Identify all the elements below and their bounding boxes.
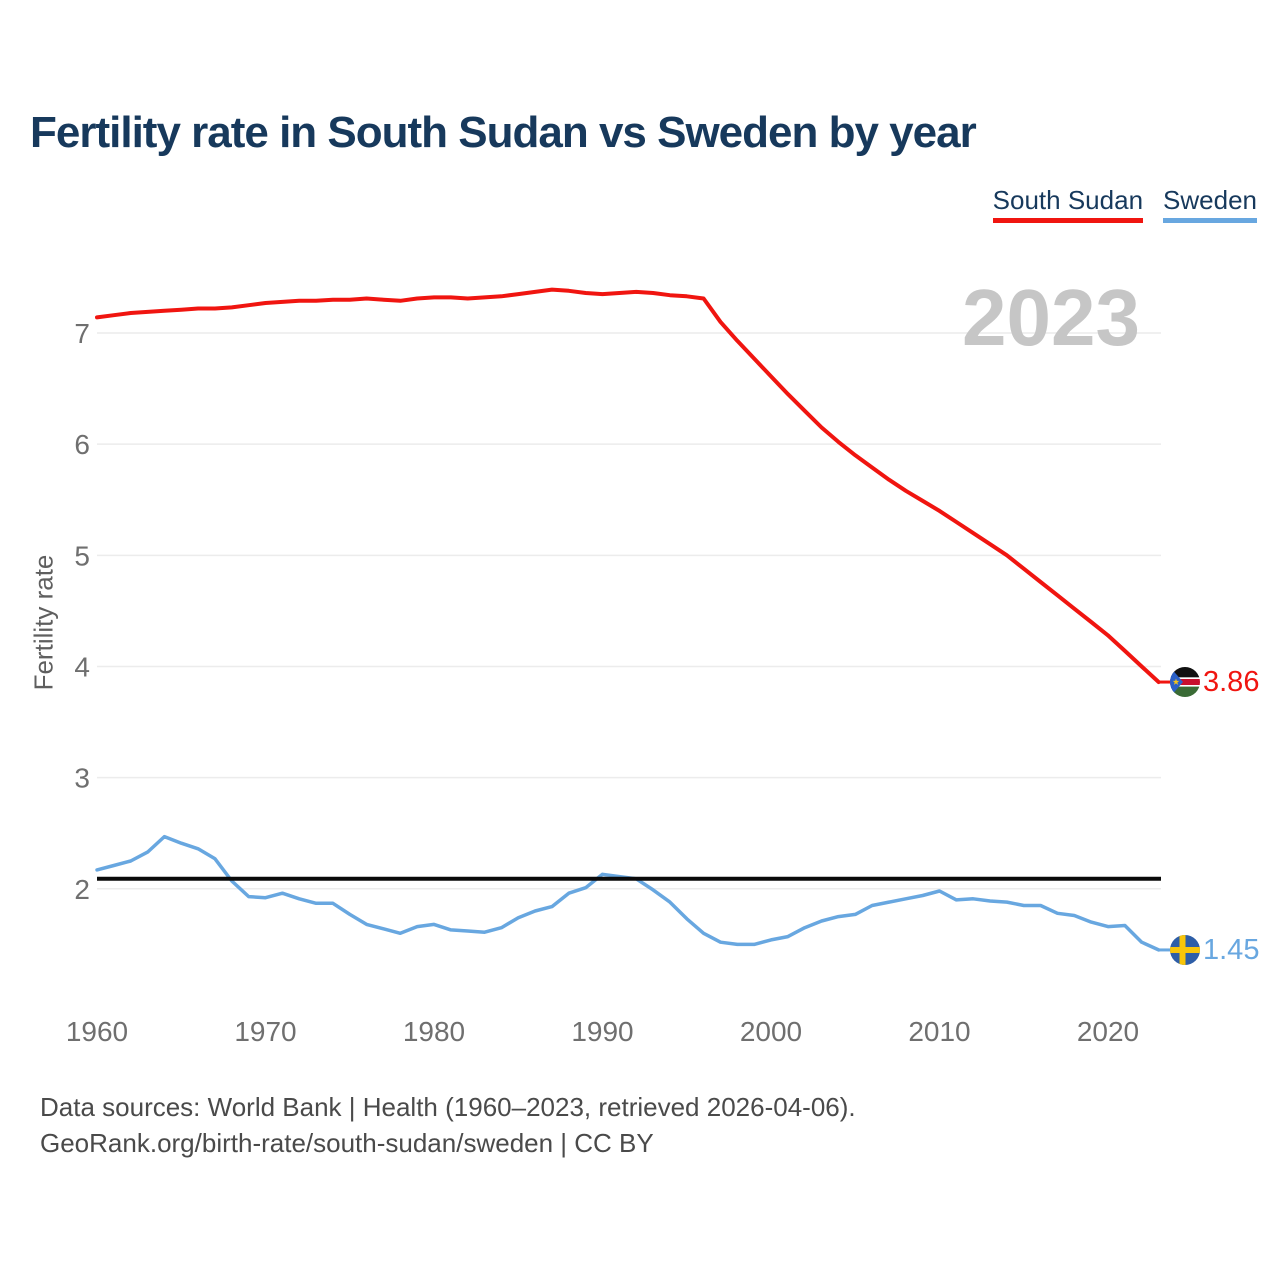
y-tick-6: 6 xyxy=(74,429,90,460)
series-line-sweden xyxy=(95,834,1161,952)
data-sources-line: Data sources: World Bank | Health (1960–… xyxy=(40,1092,856,1122)
attribution-line: GeoRank.org/birth-rate/south-sudan/swede… xyxy=(40,1128,654,1158)
x-tick-2020: 2020 xyxy=(1077,1016,1139,1047)
legend-item-south-sudan[interactable]: South Sudan xyxy=(992,185,1144,223)
x-tick-1960: 1960 xyxy=(66,1016,128,1047)
legend-item-sweden[interactable]: Sweden xyxy=(1163,186,1257,223)
footer: Data sources: World Bank | Health (1960–… xyxy=(40,1089,856,1161)
x-tick-1990: 1990 xyxy=(571,1016,633,1047)
south-sudan-flag-icon xyxy=(1170,667,1200,698)
x-tick-1970: 1970 xyxy=(234,1016,296,1047)
x-tick-1980: 1980 xyxy=(403,1016,465,1047)
y-axis-label: Fertility rate xyxy=(28,554,59,691)
x-tick-2010: 2010 xyxy=(908,1016,970,1047)
series-line-south-sudan xyxy=(95,287,1161,684)
y-tick-4: 4 xyxy=(74,651,90,682)
sweden-value-label: 1.45 xyxy=(1203,933,1260,966)
legend: South Sudan Sweden xyxy=(992,185,1257,223)
page-title: Fertility rate in South Sudan vs Sweden … xyxy=(30,108,977,157)
legend-label-sweden: Sweden xyxy=(1163,185,1257,215)
x-tick-2000: 2000 xyxy=(740,1016,802,1047)
south-sudan-value-label: 3.86 xyxy=(1203,666,1260,699)
y-tick-7: 7 xyxy=(74,318,90,349)
y-tick-5: 5 xyxy=(74,540,90,571)
sweden-flag-icon xyxy=(1170,934,1200,965)
y-tick-2: 2 xyxy=(74,874,90,905)
year-watermark: 2023 xyxy=(962,273,1140,362)
legend-label-south-sudan: South Sudan xyxy=(992,185,1144,215)
y-tick-3: 3 xyxy=(74,763,90,794)
